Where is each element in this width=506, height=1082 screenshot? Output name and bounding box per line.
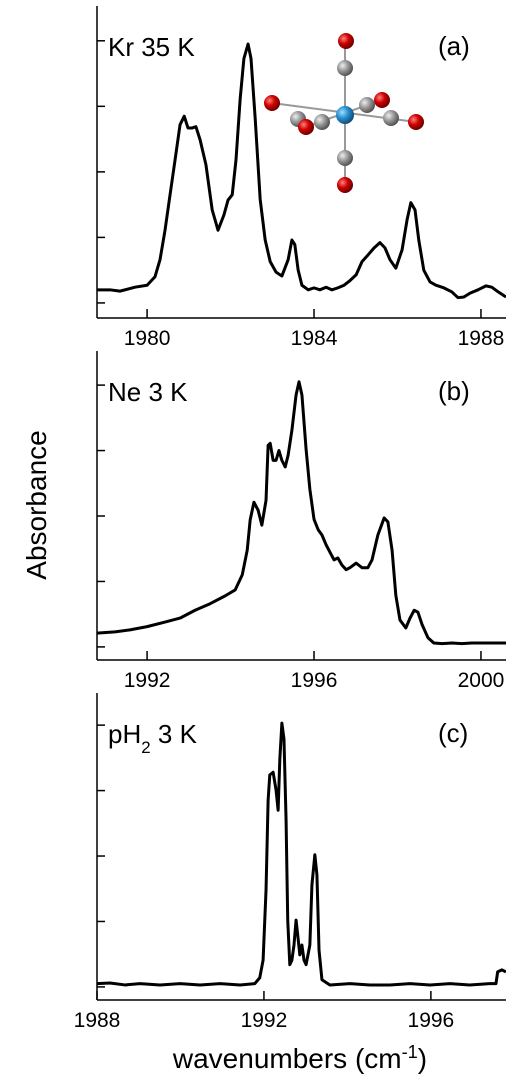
text-part: 3 K — [151, 719, 198, 749]
figure: 1980 1984 1988 Kr 35 K (a) 1992 1996 2000 Ne 3 K… — [0, 0, 506, 1082]
spectrum-line — [97, 382, 506, 644]
text-part: Ne 3 K — [108, 377, 188, 407]
text-part: pH — [108, 719, 141, 749]
sample-label: Kr 35 K — [108, 32, 195, 62]
text-part: Kr 35 K — [108, 32, 195, 62]
panel-label: (c) — [438, 718, 468, 748]
panel-label: (a) — [438, 31, 470, 61]
superscript: -1 — [402, 1042, 418, 1062]
molecule-inset — [264, 33, 424, 193]
sample-label: Ne 3 K — [108, 377, 188, 407]
sample-label: pH2 3 K — [108, 719, 198, 757]
x-tick-label: 1980 — [124, 327, 171, 350]
x-tick-label: 1996 — [291, 669, 338, 692]
x-tick-label: 1992 — [124, 669, 171, 692]
x-tick-label: 1988 — [74, 1009, 121, 1032]
x-tick-label: 2000 — [458, 669, 505, 692]
subscript: 2 — [141, 738, 150, 757]
text-part: ) — [418, 1043, 427, 1074]
x-axis-label: wavenumbers (cm-1) — [172, 1042, 427, 1074]
text-part: wavenumbers (cm — [172, 1043, 402, 1074]
spectrum-line — [97, 723, 506, 985]
x-tick-label: 1992 — [241, 1009, 288, 1032]
x-tick-label: 1988 — [458, 327, 505, 350]
y-axis-label: Absorbance — [21, 430, 52, 579]
panel-label: (b) — [438, 376, 470, 406]
x-tick-label: 1984 — [291, 327, 338, 350]
x-tick-label: 1996 — [408, 1009, 455, 1032]
spectrum-line — [97, 44, 506, 298]
